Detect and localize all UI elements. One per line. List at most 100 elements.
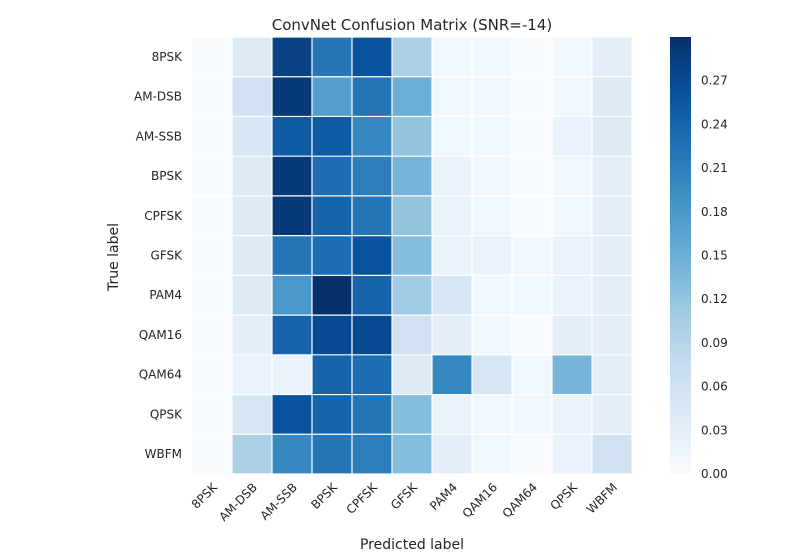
colorbar-tick-0.27: 0.27 (701, 74, 728, 88)
heatmap-cell-am-ssb-gfsk (392, 116, 433, 157)
heatmap-cell-wbfm-qpsk (552, 434, 593, 475)
heatmap-cell-qam64-qpsk (552, 354, 593, 396)
heatmap-cell-gfsk-bpsk (312, 235, 353, 276)
heatmap-cell-gfsk-am-ssb (272, 235, 313, 276)
heatmap-cell-am-ssb-wbfm (592, 116, 633, 157)
heatmap-cell-gfsk-pam4 (432, 235, 473, 276)
heatmap-cell-bpsk-pam4 (432, 156, 473, 197)
heatmap-cell-am-ssb-bpsk (312, 116, 353, 157)
heatmap-cell-qam16-gfsk (392, 315, 433, 356)
heatmap-cell-gfsk-cpfsk (352, 235, 393, 276)
heatmap-cell-am-dsb-am-dsb (232, 76, 273, 117)
chart-title: ConvNet Confusion Matrix (SNR=-14) (272, 16, 552, 34)
y-tick-label-pam4: PAM4 (149, 288, 182, 302)
heatmap-cell-am-dsb-qpsk (552, 76, 593, 117)
heatmap-cell-am-dsb-cpfsk (352, 76, 393, 117)
heatmap-cell-qam64-qam64 (512, 354, 553, 396)
colorbar-tick-0.18: 0.18 (701, 205, 728, 219)
heatmap-cell-am-ssb-pam4 (432, 116, 473, 157)
x-tick-label-cpfsk: CPFSK (343, 479, 380, 516)
heatmap-cell-am-ssb-8psk (192, 116, 233, 157)
heatmap-cell-pam4-am-ssb (272, 275, 313, 316)
heatmap-cell-qpsk-qpsk (552, 394, 593, 435)
heatmap-cell-am-dsb-qam16 (472, 76, 513, 117)
y-tick-labels: 8PSK AM-DSB AM-SSB BPSK CPFSK GFSK PAM4 QAM16 QA… (134, 50, 183, 461)
heatmap-cell-qpsk-qam16 (472, 394, 513, 435)
heatmap-cell-qam64-pam4 (432, 354, 473, 396)
y-tick-label-qam16: QAM16 (139, 328, 182, 342)
x-tick-label-qpsk: QPSK (547, 479, 580, 512)
heatmap-cell-8psk-qam64 (512, 37, 553, 78)
heatmap-cell-am-dsb-gfsk (392, 76, 433, 117)
heatmap-cell-am-dsb-wbfm (592, 76, 633, 117)
y-tick-label-cpfsk: CPFSK (144, 209, 183, 223)
heatmap-cell-qpsk-gfsk (392, 394, 433, 435)
heatmap-cell-wbfm-qam16 (472, 434, 513, 475)
heatmap-cell-bpsk-qpsk (552, 156, 593, 197)
heatmap-cell-bpsk-cpfsk (352, 156, 393, 197)
heatmap-cell-qam16-pam4 (432, 315, 473, 356)
heatmap-cell-wbfm-gfsk (392, 434, 433, 475)
heatmap-cell-wbfm-8psk (192, 434, 233, 475)
heatmap-cell-cpfsk-wbfm (592, 195, 633, 237)
heatmap-cell-8psk-8psk (192, 37, 233, 78)
heatmap-cell-cpfsk-cpfsk (352, 195, 393, 237)
heatmap-cell-qam16-wbfm (592, 315, 633, 356)
y-axis-label: True label (106, 223, 122, 292)
heatmap-cell-am-dsb-pam4 (432, 76, 473, 117)
heatmap-cell-qpsk-am-ssb (272, 394, 313, 435)
heatmap-cell-qam16-am-dsb (232, 315, 273, 356)
heatmap-cell-am-ssb-qam64 (512, 116, 553, 157)
heatmap-cell-bpsk-am-ssb (272, 156, 313, 197)
heatmap-cell-8psk-bpsk (312, 37, 353, 78)
heatmap-cell-qam16-qpsk (552, 315, 593, 356)
heatmap-cell-bpsk-qam16 (472, 156, 513, 197)
heatmap-cell-cpfsk-qam64 (512, 195, 553, 237)
heatmap-cell-8psk-am-ssb (272, 37, 313, 78)
heatmap-cell-qpsk-pam4 (432, 394, 473, 435)
x-tick-label-qam64: QAM64 (500, 480, 541, 521)
heatmap-cell-gfsk-am-dsb (232, 235, 273, 276)
heatmap-cell-qam16-cpfsk (352, 315, 393, 356)
colorbar-tick-0.24: 0.24 (701, 117, 728, 131)
y-tick-label-qam64: QAM64 (139, 368, 182, 382)
y-tick-label-wbfm: WBFM (145, 447, 182, 461)
heatmap-cell-qpsk-wbfm (592, 394, 633, 435)
heatmap-cell-qpsk-qam64 (512, 394, 553, 435)
heatmap-cell-pam4-cpfsk (352, 275, 393, 316)
heatmap-cell-qam16-am-ssb (272, 315, 313, 356)
colorbar-tick-0.15: 0.15 (701, 249, 728, 263)
heatmap-cell-wbfm-pam4 (432, 434, 473, 475)
heatmap-cell-qpsk-am-dsb (232, 394, 273, 435)
heatmap-cell-cpfsk-pam4 (432, 195, 473, 237)
heatmap-cells (192, 37, 633, 475)
heatmap-cell-pam4-bpsk (312, 275, 353, 316)
heatmap-cell-cpfsk-8psk (192, 195, 233, 237)
heatmap-cell-qpsk-bpsk (312, 394, 353, 435)
y-tick-label-bpsk: BPSK (151, 169, 183, 183)
heatmap-cell-qpsk-8psk (192, 394, 233, 435)
heatmap-cell-pam4-qam64 (512, 275, 553, 316)
heatmap-cell-bpsk-gfsk (392, 156, 433, 197)
y-tick-label-gfsk: GFSK (151, 249, 184, 263)
heatmap-cell-cpfsk-am-ssb (272, 195, 313, 237)
heatmap-cell-pam4-am-dsb (232, 275, 273, 316)
heatmap-cell-gfsk-qam64 (512, 235, 553, 276)
heatmap-cell-gfsk-wbfm (592, 235, 633, 276)
heatmap-cell-qam64-wbfm (592, 354, 633, 396)
heatmap-cell-qam64-bpsk (312, 354, 353, 396)
heatmap-cell-wbfm-qam64 (512, 434, 553, 475)
heatmap-cell-cpfsk-qam16 (472, 195, 513, 237)
heatmap-cell-8psk-gfsk (392, 37, 433, 78)
heatmap-cell-cpfsk-am-dsb (232, 195, 273, 237)
heatmap-cell-qam64-am-dsb (232, 354, 273, 396)
heatmap-cell-qpsk-cpfsk (352, 394, 393, 435)
x-tick-label-bpsk: BPSK (308, 479, 341, 512)
x-axis-label: Predicted label (360, 537, 464, 550)
colorbar-tick-0.03: 0.03 (701, 423, 728, 437)
heatmap-cell-pam4-qam16 (472, 275, 513, 316)
heatmap-cell-qam16-qam64 (512, 315, 553, 356)
